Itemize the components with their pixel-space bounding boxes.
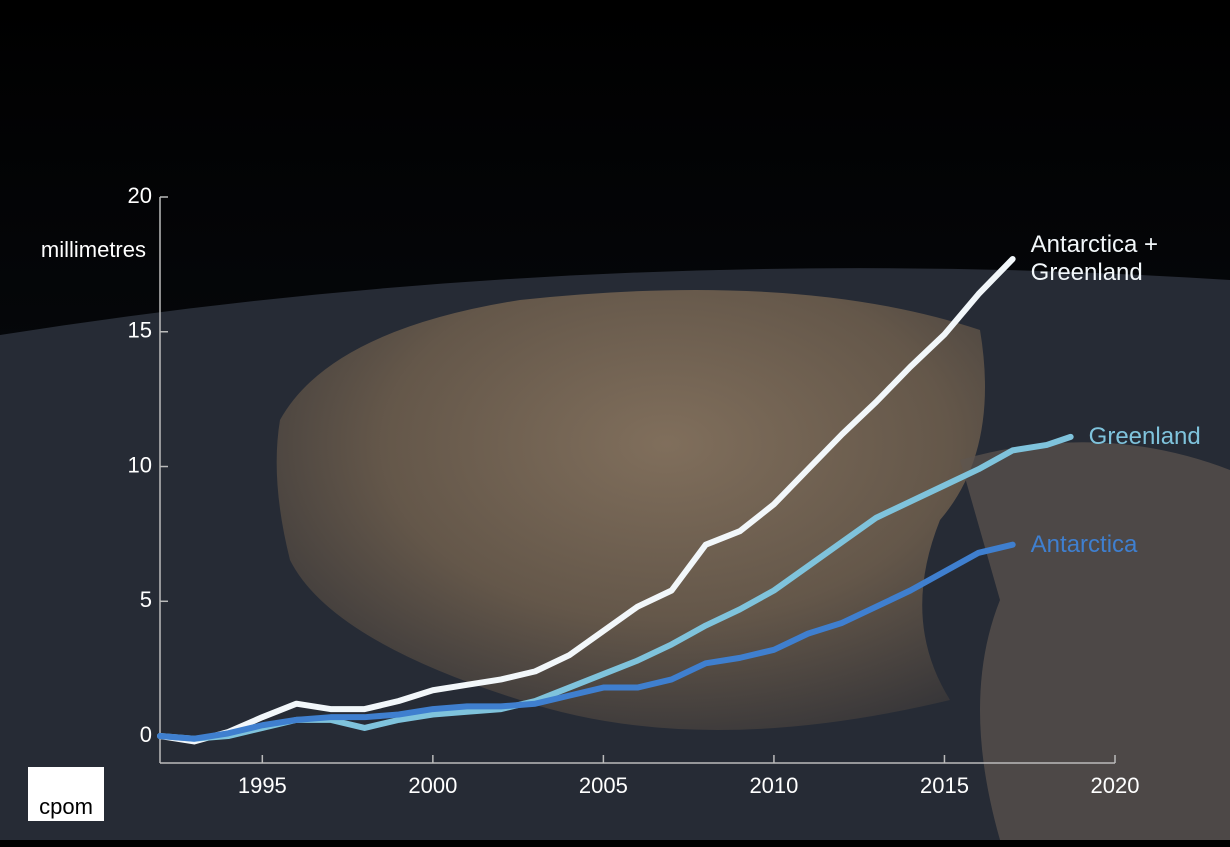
x-tick-label: 2005 [579,773,628,798]
y-tick-label: 10 [128,452,152,477]
x-tick-label: 2020 [1091,773,1140,798]
y-axis-label: millimetres [41,237,146,262]
y-tick-label: 5 [140,587,152,612]
series-label: Antarctica + Greenland [1030,230,1159,286]
landmass [960,442,1230,840]
y-tick-label: 0 [140,722,152,747]
y-tick-label: 20 [128,183,152,208]
y-tick-label: 15 [128,318,152,343]
series-label: Antarctica [1030,530,1138,558]
series-line [157,255,1016,745]
x-tick-label: 2010 [749,773,798,798]
plot: 0 5 10 15 20 1995 2000 2005 2010 2015 2020 [128,183,1140,798]
x-tick-label: 2000 [408,773,457,798]
series-label: Greenland [1088,422,1201,450]
series-line [157,541,1016,742]
x-tick-label: 2015 [920,773,969,798]
landmass [276,290,986,730]
x-tick-label: 1995 [238,773,287,798]
logo: cpom [28,767,104,821]
